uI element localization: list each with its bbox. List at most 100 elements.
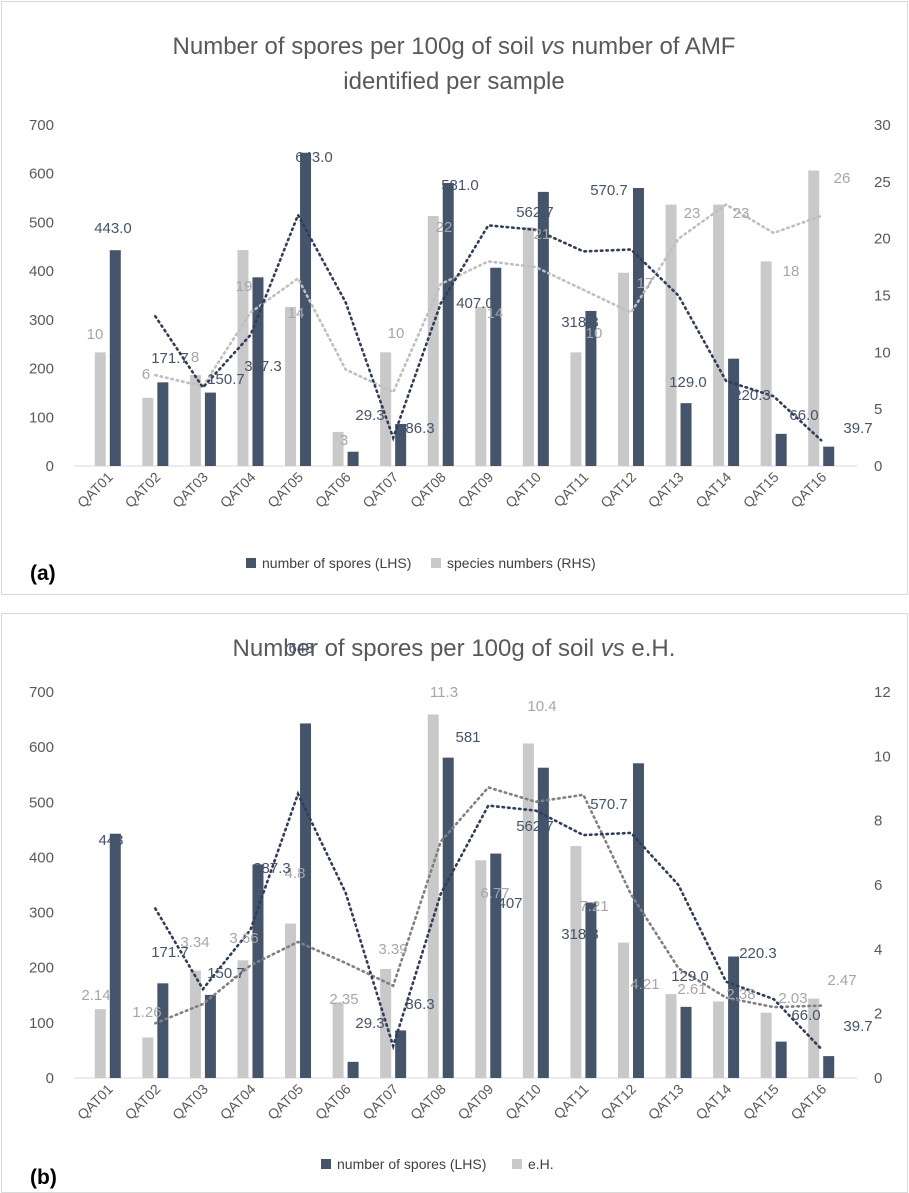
bar-spores <box>490 853 502 1078</box>
legend-swatch-secondary <box>512 1159 522 1169</box>
data-label-secondary: 26 <box>834 170 851 187</box>
bar-spores <box>490 267 502 466</box>
data-label-spores: 318.3 <box>561 926 599 943</box>
data-label-secondary: 4.21 <box>630 976 659 993</box>
bar-secondary <box>713 1001 725 1078</box>
data-label-secondary: 1.26 <box>132 1004 161 1021</box>
trendline-secondary <box>154 203 823 394</box>
chart-panel-a: Number of spores per 100g of soil vs num… <box>0 0 909 595</box>
category-label: QAT02 <box>122 1081 164 1123</box>
data-label-spores: 129.0 <box>669 374 707 391</box>
bar-spores <box>632 763 644 1078</box>
bar-secondary <box>142 397 154 466</box>
chart-b-svg: Number of spores per 100g of soil vs e.H… <box>29 635 891 1189</box>
chart-title-vs: vs <box>601 635 625 662</box>
right-axis-tick: 12 <box>874 684 891 701</box>
category-label: QAT01 <box>74 469 116 511</box>
trendline-spores <box>154 211 823 442</box>
data-label-spores: 171.7 <box>151 944 189 961</box>
right-axis-tick: 15 <box>874 288 891 305</box>
left-axis-tick: 500 <box>29 794 54 811</box>
bar-secondary <box>808 170 820 466</box>
left-axis-tick: 600 <box>29 739 54 756</box>
bar-spores <box>347 451 359 466</box>
data-label-spores: 66.0 <box>789 407 818 424</box>
bar-spores <box>680 1006 692 1078</box>
right-axis-tick: 8 <box>874 813 882 830</box>
bar-spores <box>823 1056 835 1078</box>
chart-a-svg: Number of spores per 100g of soil vs num… <box>29 33 891 585</box>
bar-secondary <box>380 352 392 466</box>
bar-secondary <box>475 860 487 1078</box>
data-label-secondary: 19 <box>236 278 253 295</box>
panel-label: (a) <box>30 562 56 585</box>
data-label-spores: 39.7 <box>843 420 872 437</box>
data-label-spores: 129.0 <box>671 968 709 985</box>
bar-secondary <box>237 960 249 1078</box>
left-axis-tick: 500 <box>29 214 54 231</box>
bar-spores <box>585 902 597 1078</box>
data-label-spores: 562.7 <box>516 204 554 221</box>
data-label-spores: 171.7 <box>151 350 189 367</box>
bar-spores <box>632 187 644 467</box>
bar-secondary <box>285 306 297 466</box>
chart-title-line2: identified per sample <box>343 68 564 95</box>
bar-secondary <box>237 250 249 466</box>
data-label-secondary: 23 <box>684 205 701 222</box>
data-label-secondary: 23 <box>733 205 750 222</box>
data-label-secondary: 6 <box>142 366 150 383</box>
bar-secondary <box>760 261 772 466</box>
data-label-spores: 29.3 <box>355 407 384 424</box>
bar-spores <box>823 446 835 466</box>
category-label: QAT13 <box>645 1081 687 1123</box>
left-axis-tick: 0 <box>46 1070 54 1087</box>
legend-swatch-spores <box>321 1159 331 1169</box>
data-label-secondary: 14 <box>487 305 504 322</box>
right-axis-tick: 0 <box>874 458 882 475</box>
data-label-spores: 318.3 <box>561 314 599 331</box>
bar-spores <box>204 994 216 1078</box>
data-label-secondary: 3.66 <box>229 930 258 947</box>
data-label-spores: 407.0 <box>456 295 494 312</box>
data-label-spores: 86.3 <box>405 420 434 437</box>
data-label-spores: 443 <box>98 832 123 849</box>
data-label-spores: 581 <box>455 729 480 746</box>
bar-spores <box>442 182 454 466</box>
data-label-secondary: 10 <box>388 325 405 342</box>
category-label: QAT16 <box>787 469 829 511</box>
category-label: QAT10 <box>502 469 544 511</box>
chart-frame-a <box>1 1 908 595</box>
category-label: QAT01 <box>74 1081 116 1123</box>
bar-secondary <box>617 942 629 1078</box>
right-axis-tick: 25 <box>874 174 891 191</box>
left-axis-tick: 400 <box>29 263 54 280</box>
bar-secondary <box>189 970 201 1078</box>
category-label: QAT08 <box>407 1081 449 1123</box>
right-axis-tick: 10 <box>874 748 891 765</box>
right-axis-tick: 10 <box>874 344 891 361</box>
category-label: QAT05 <box>264 469 306 511</box>
data-label-secondary: 2.47 <box>827 972 856 989</box>
data-label-secondary: 7.21 <box>579 898 608 915</box>
bar-secondary <box>522 743 534 1078</box>
chart-title: Number of spores per 100g of soil vs e.H… <box>233 635 676 662</box>
category-label: QAT04 <box>217 1081 259 1123</box>
trendline-spores <box>154 790 823 1051</box>
right-axis-tick: 6 <box>874 877 882 894</box>
right-axis-tick: 5 <box>874 401 882 418</box>
category-label: QAT15 <box>740 1081 782 1123</box>
data-label-spores: 562.7 <box>516 818 554 835</box>
chart-title: Number of spores per 100g of soil vs num… <box>173 33 736 60</box>
right-axis-tick: 0 <box>874 1070 882 1087</box>
data-label-secondary: 21 <box>534 226 551 243</box>
data-label-secondary: 2.38 <box>726 986 755 1003</box>
category-label: QAT04 <box>217 469 259 511</box>
data-label-spores: 66.0 <box>791 1007 820 1024</box>
bar-secondary <box>94 352 106 466</box>
data-label-secondary: 2.03 <box>778 990 807 1007</box>
category-label: QAT06 <box>312 469 354 511</box>
bar-secondary <box>285 923 297 1078</box>
bar-spores <box>300 723 312 1078</box>
right-axis-tick: 4 <box>874 941 882 958</box>
data-label-spores: 581.0 <box>441 177 479 194</box>
